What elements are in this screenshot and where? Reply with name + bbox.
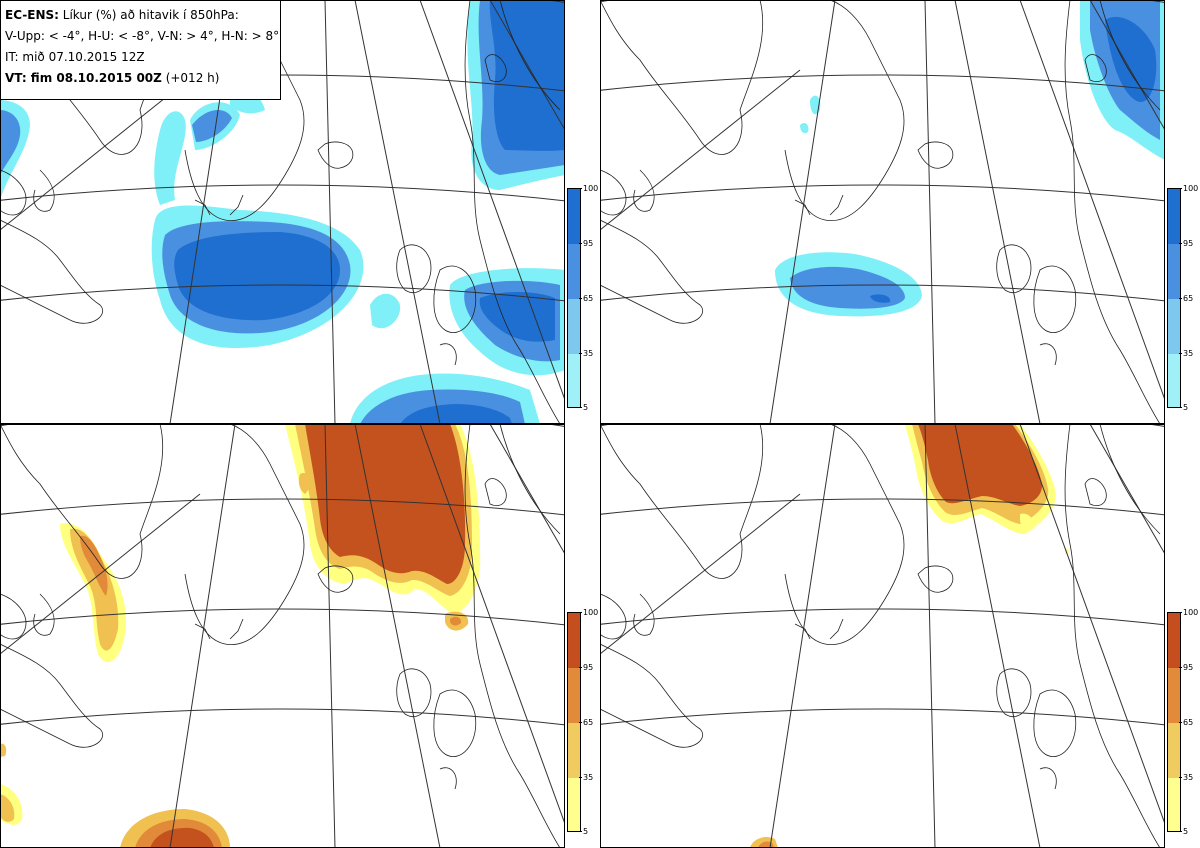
colorbar-cold-right — [1167, 188, 1181, 408]
legend-box: EC-ENS: Líkur (%) að hitavik í 850hPa: V… — [0, 0, 281, 100]
colorbar-tick: 95 — [578, 663, 594, 672]
warm-prob-field — [750, 424, 1069, 848]
colorbar-tick: 65 — [578, 718, 594, 727]
map-warm-8 — [600, 424, 1165, 848]
colorbar-tick: 100 — [578, 184, 599, 193]
map-panel-cold-4 — [0, 0, 565, 424]
init-time: IT: mið 07.10.2015 12Z — [5, 50, 145, 64]
legend-title-line: EC-ENS: Líkur (%) að hitavik í 850hPa: — [5, 5, 280, 26]
model-name: EC-ENS: — [5, 8, 59, 22]
colorbar-tick: 35 — [1178, 773, 1194, 782]
colorbar-warm-left — [567, 612, 581, 832]
map-panel-warm-8 — [600, 424, 1165, 848]
valid-time: VT: fim 08.10.2015 00Z — [5, 71, 162, 85]
map-cold-8 — [600, 0, 1165, 424]
colorbar-band-1 — [568, 189, 580, 244]
colorbar-band-1 — [1168, 189, 1180, 244]
colorbar-tick: 35 — [578, 773, 594, 782]
colorbar-band-3 — [1168, 723, 1180, 778]
colorbar-band-1 — [568, 613, 580, 668]
colorbar-cold-left — [567, 188, 581, 408]
colorbar-tick: 35 — [1178, 349, 1194, 358]
colorbar-tick: 95 — [578, 239, 594, 248]
valid-time-line: VT: fim 08.10.2015 00Z (+012 h) — [5, 68, 280, 89]
colorbar-band-3 — [568, 723, 580, 778]
colorbar-band-1 — [1168, 613, 1180, 668]
colorbar-band-3 — [1168, 299, 1180, 354]
colorbar-band-2 — [568, 244, 580, 299]
colorbar-band-4 — [568, 354, 580, 407]
colorbar-band-4 — [1168, 778, 1180, 831]
colorbar-tick: 100 — [1178, 608, 1199, 617]
colorbar-tick: 65 — [578, 294, 594, 303]
colorbar-tick: 5 — [578, 403, 589, 412]
colorbar-band-3 — [568, 299, 580, 354]
colorbar-tick: 5 — [1178, 827, 1189, 836]
colorbar-tick: 95 — [1178, 663, 1194, 672]
colorbar-tick: 100 — [578, 608, 599, 617]
colorbar-band-4 — [568, 778, 580, 831]
map-panel-cold-8 — [600, 0, 1165, 424]
warm-prob-field — [0, 424, 481, 848]
map-warm-4 — [0, 424, 565, 848]
colorbar-tick: 65 — [1178, 718, 1194, 727]
colorbar-tick: 35 — [578, 349, 594, 358]
colorbar-tick: 5 — [578, 827, 589, 836]
colorbar-tick: 95 — [1178, 239, 1194, 248]
map-panel-warm-4 — [0, 424, 565, 848]
colorbar-band-2 — [1168, 244, 1180, 299]
colorbar-band-4 — [1168, 354, 1180, 407]
colorbar-band-2 — [1168, 668, 1180, 723]
colorbar-tick: 100 — [1178, 184, 1199, 193]
cold-prob-field — [775, 0, 1165, 317]
colorbar-tick: 65 — [1178, 294, 1194, 303]
colorbar-warm-right — [1167, 612, 1181, 832]
colorbar-tick: 5 — [1178, 403, 1189, 412]
lead-time: (+012 h) — [161, 71, 220, 85]
colorbar-band-2 — [568, 668, 580, 723]
legend-title: Líkur (%) að hitavik í 850hPa: — [58, 8, 239, 22]
legend-classes: V-Upp: < -4°, H-U: < -8°, V-N: > 4°, H-N… — [5, 29, 280, 43]
